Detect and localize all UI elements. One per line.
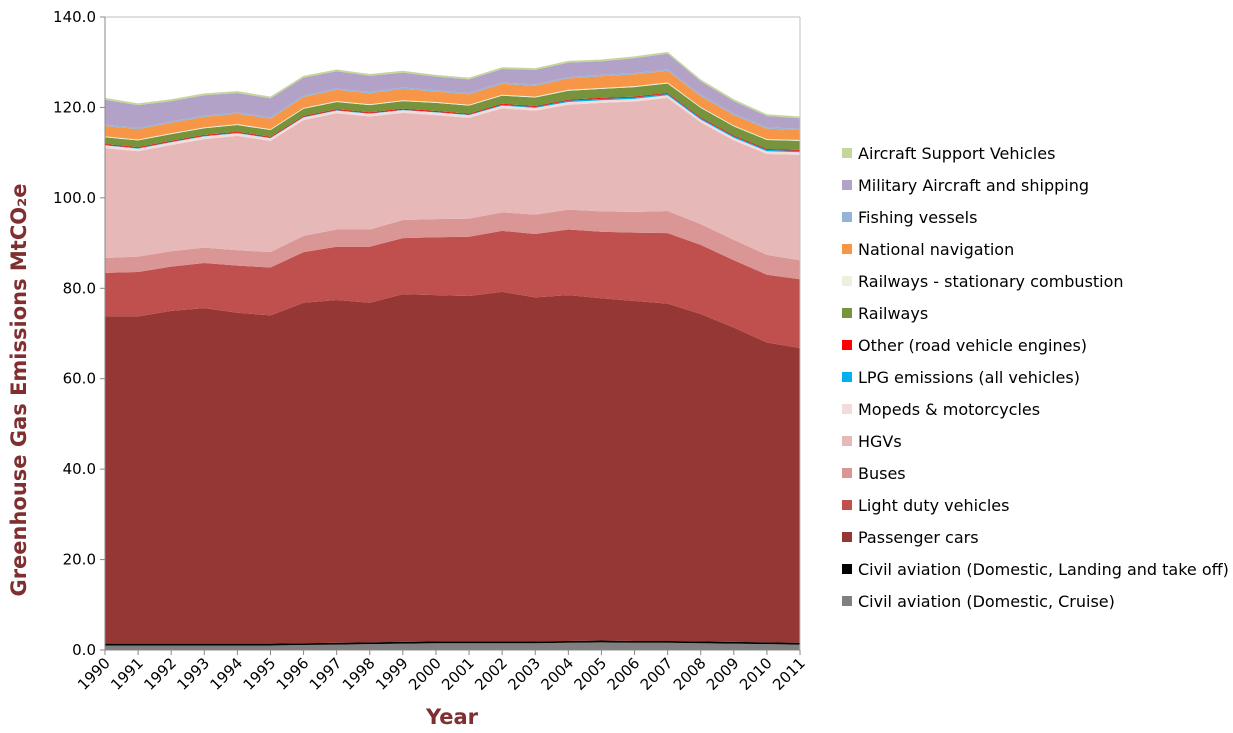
legend-swatch bbox=[842, 308, 852, 318]
legend-swatch bbox=[842, 500, 852, 510]
y-tick-label: 80.0 bbox=[63, 279, 96, 297]
y-tick-label: 100.0 bbox=[53, 189, 96, 207]
legend-label: Aircraft Support Vehicles bbox=[858, 144, 1055, 163]
legend-swatch bbox=[842, 532, 852, 542]
x-tick-label: 2004 bbox=[537, 654, 577, 694]
legend-swatch bbox=[842, 276, 852, 286]
x-tick-label: 1999 bbox=[372, 654, 412, 694]
legend-label: Fishing vessels bbox=[858, 208, 977, 227]
legend-label: Mopeds & motorcycles bbox=[858, 400, 1040, 419]
x-tick-label: 2002 bbox=[471, 654, 511, 694]
legend-label: Military Aircraft and shipping bbox=[858, 176, 1089, 195]
legend-swatch bbox=[842, 340, 852, 350]
x-tick-label: 1997 bbox=[306, 654, 346, 694]
y-axis-title: Greenhouse Gas Emissions MtCO₂e bbox=[7, 183, 31, 596]
y-tick-label: 120.0 bbox=[53, 98, 96, 116]
area bbox=[105, 97, 800, 261]
y-tick-label: 20.0 bbox=[63, 551, 96, 569]
x-tick-label: 2000 bbox=[405, 654, 445, 694]
x-tick-label: 2006 bbox=[604, 654, 644, 694]
legend-swatch bbox=[842, 372, 852, 382]
x-tick-label: 1995 bbox=[240, 654, 280, 694]
y-tick-label: 140.0 bbox=[53, 8, 96, 26]
area bbox=[105, 640, 800, 646]
x-tick-label: 1996 bbox=[273, 654, 313, 694]
legend-label: Civil aviation (Domestic, Landing and ta… bbox=[858, 560, 1229, 579]
x-tick-label: 1992 bbox=[140, 654, 180, 694]
legend-label: Civil aviation (Domestic, Cruise) bbox=[858, 592, 1115, 611]
legend-swatch bbox=[842, 244, 852, 254]
x-tick-label: 1993 bbox=[173, 654, 213, 694]
x-tick-label: 2007 bbox=[637, 654, 677, 694]
y-tick-label: 0.0 bbox=[72, 641, 96, 659]
y-tick-label: 40.0 bbox=[63, 460, 96, 478]
legend-swatch bbox=[842, 404, 852, 414]
x-tick-label: 1990 bbox=[74, 654, 114, 694]
legend-swatch bbox=[842, 180, 852, 190]
x-tick-label: 1991 bbox=[107, 654, 147, 694]
x-tick-label: 2005 bbox=[571, 654, 611, 694]
legend-label: Buses bbox=[858, 464, 906, 483]
x-tick-label: 1994 bbox=[206, 654, 246, 694]
x-tick-label: 1998 bbox=[339, 654, 379, 694]
legend-label: Other (road vehicle engines) bbox=[858, 336, 1087, 355]
legend-swatch bbox=[842, 564, 852, 574]
legend-label: National navigation bbox=[858, 240, 1014, 259]
x-tick-label: 2001 bbox=[438, 654, 478, 694]
legend-swatch bbox=[842, 148, 852, 158]
legend-label: Railways bbox=[858, 304, 928, 323]
legend-label: LPG emissions (all vehicles) bbox=[858, 368, 1080, 387]
legend-swatch bbox=[842, 596, 852, 606]
x-axis-title: Year bbox=[425, 705, 479, 729]
legend-swatch bbox=[842, 436, 852, 446]
area bbox=[105, 70, 800, 140]
area bbox=[105, 291, 800, 644]
legend-swatch bbox=[842, 212, 852, 222]
area bbox=[105, 209, 800, 280]
legend-swatch bbox=[842, 468, 852, 478]
x-tick-label: 2003 bbox=[504, 654, 544, 694]
x-tick-label: 2010 bbox=[736, 654, 776, 694]
x-tick-label: 2009 bbox=[703, 654, 743, 694]
area bbox=[105, 229, 800, 348]
area bbox=[105, 53, 800, 129]
legend-label: Light duty vehicles bbox=[858, 496, 1009, 515]
area bbox=[105, 642, 800, 650]
x-tick-label: 2011 bbox=[769, 654, 809, 694]
y-tick-label: 60.0 bbox=[63, 370, 96, 388]
x-tick-label: 2008 bbox=[670, 654, 710, 694]
legend-label: HGVs bbox=[858, 432, 902, 451]
legend-label: Passenger cars bbox=[858, 528, 979, 547]
legend-label: Railways - stationary combustion bbox=[858, 272, 1124, 291]
